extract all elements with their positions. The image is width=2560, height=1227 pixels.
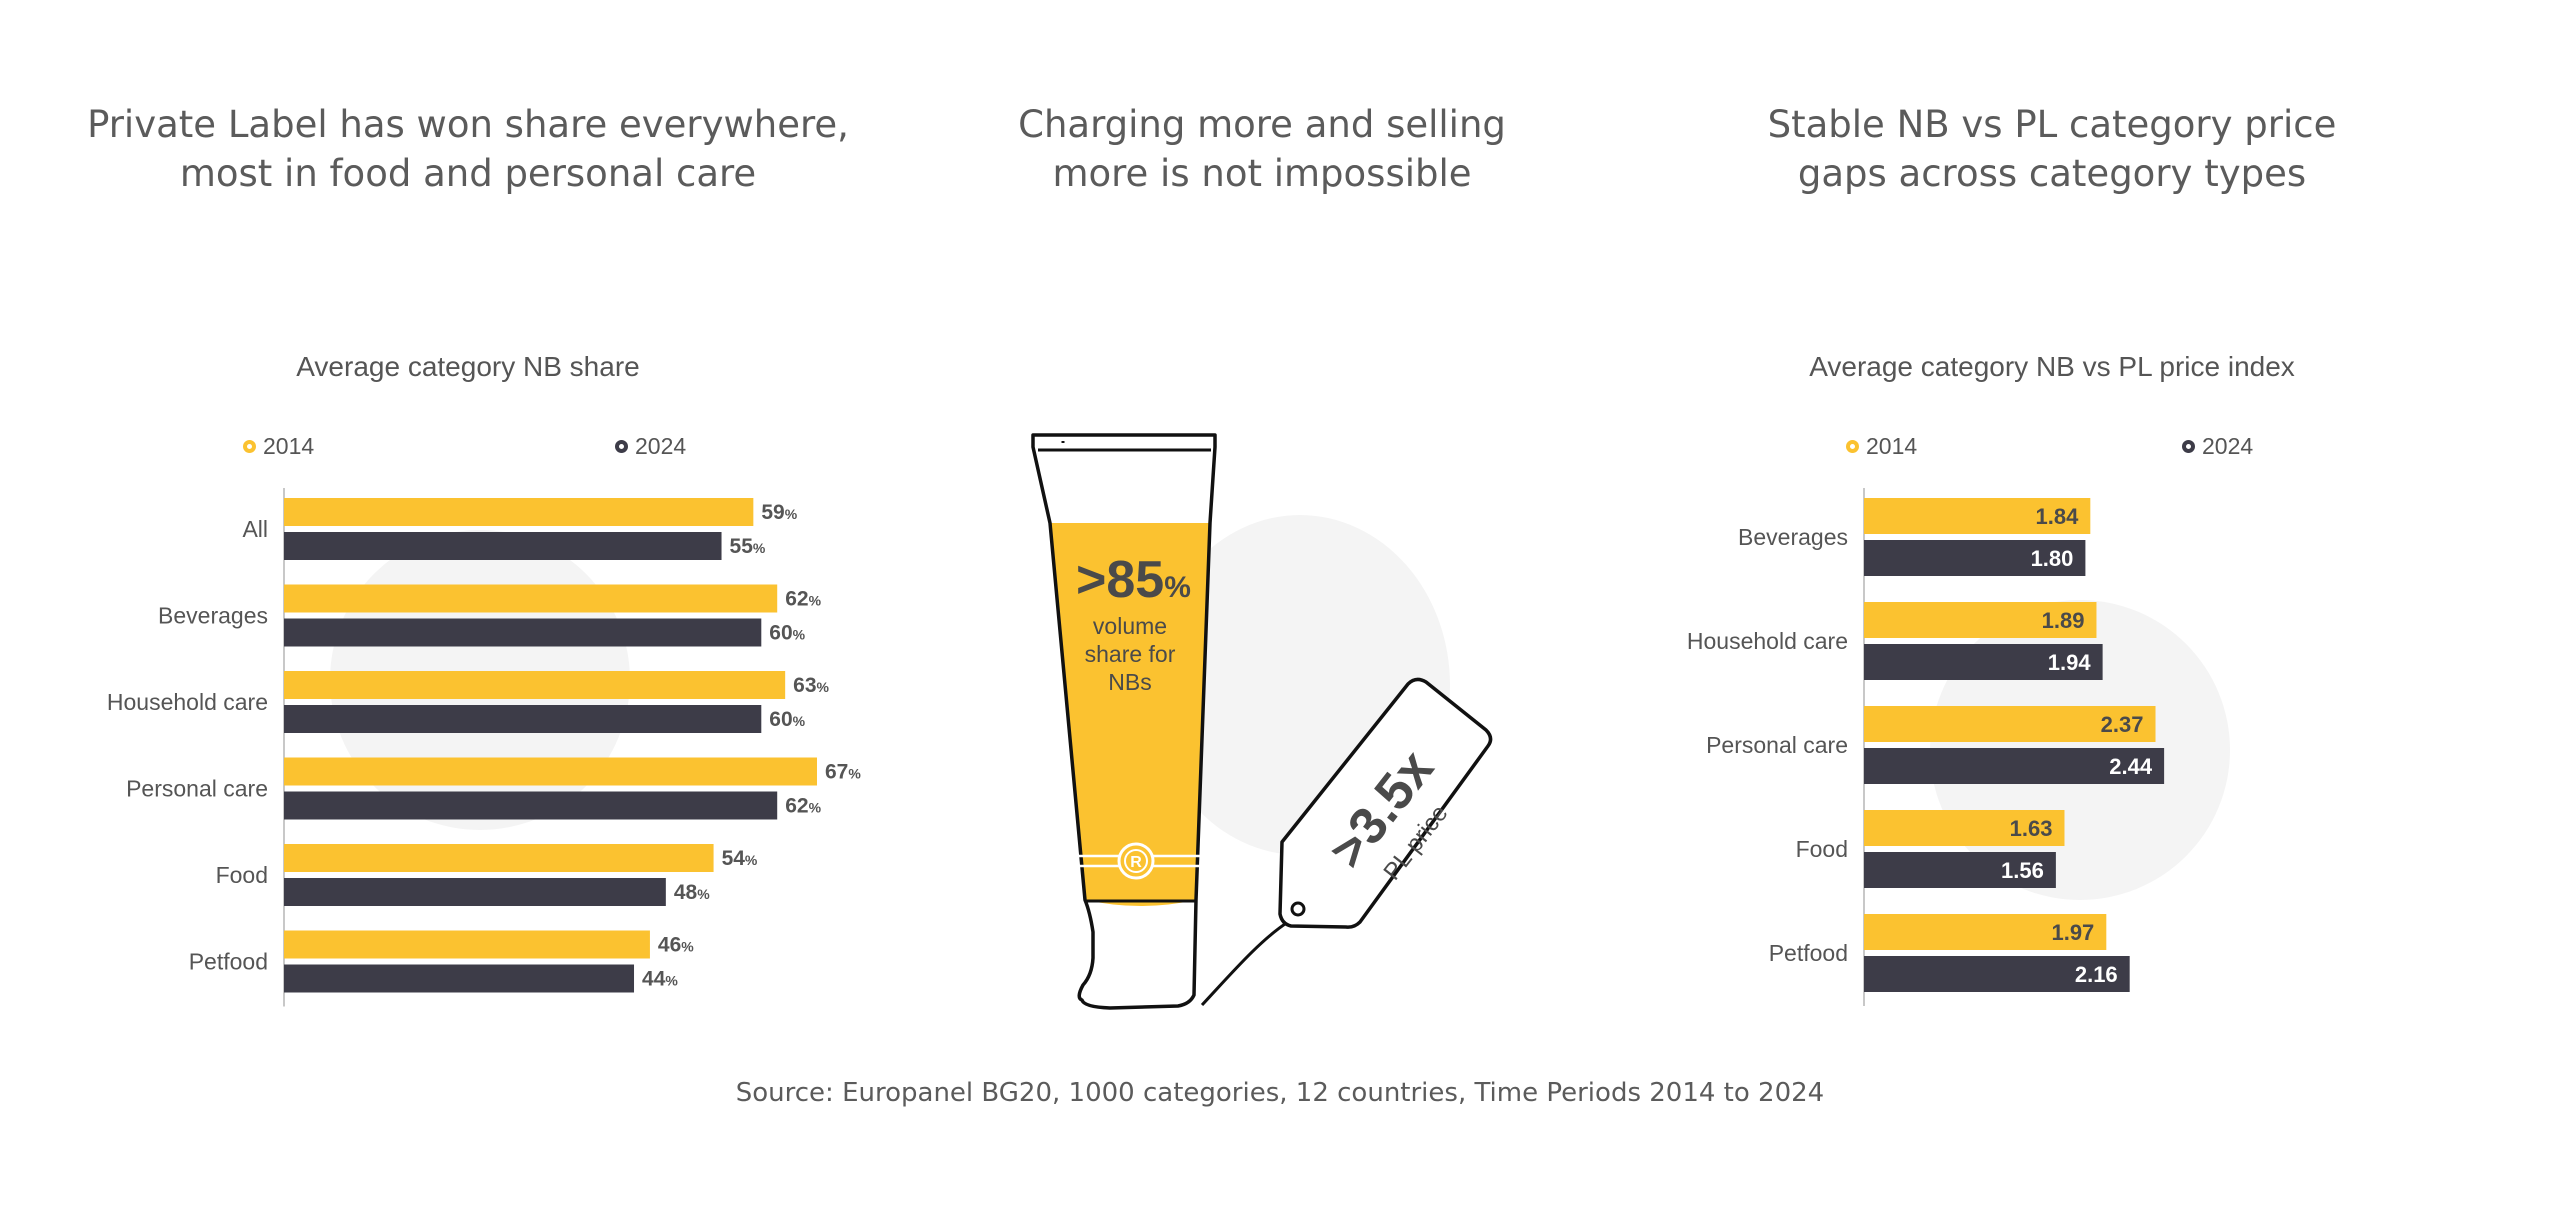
data-label: 60% <box>769 708 805 731</box>
headline-center: Charging more and selling more is not im… <box>862 100 1662 198</box>
bar-2014 <box>284 671 786 699</box>
data-label: 1.84 <box>2035 504 2079 529</box>
data-label: 1.63 <box>2010 816 2053 841</box>
legend-circle-icon <box>615 440 628 453</box>
data-label: 62% <box>785 795 821 818</box>
data-label: 1.94 <box>2048 650 2092 675</box>
source-note: Source: Europanel BG20, 1000 categories,… <box>735 1078 1825 1108</box>
category-label: Personal care <box>126 776 268 802</box>
data-label: 60% <box>769 622 805 645</box>
data-label: 1.89 <box>2042 608 2085 633</box>
headline-right-line1: Stable NB vs PL category price <box>1767 103 2337 146</box>
registered-icon <box>1117 842 1155 880</box>
data-label: 2.44 <box>2109 754 2153 779</box>
bar-2014 <box>284 757 817 786</box>
data-label: 67% <box>825 761 861 784</box>
tube-caption-2: share for <box>1085 641 1176 667</box>
category-label: Petfood <box>1769 940 1848 966</box>
data-label: 44% <box>642 968 678 991</box>
data-label: 2.37 <box>2101 712 2144 737</box>
bar-2024 <box>1864 852 2056 888</box>
price-index-chart: Beverages 1.84 1.80 Household care 1.89 1.94 P… <box>1687 488 2165 1006</box>
category-label: Food <box>1796 836 1848 862</box>
headline-left: Private Label has won share everywhere, … <box>68 100 868 198</box>
legend-circle-icon <box>1846 440 1859 453</box>
left-legend-2024: 2024 <box>615 433 686 460</box>
bar-2014 <box>284 584 778 613</box>
tube-and-tag-graphic: R >85% volume share for NBs >3.5x PL pri… <box>1031 433 1493 1010</box>
category-label: Food <box>216 862 268 888</box>
headline-right: Stable NB vs PL category price gaps acro… <box>1652 100 2452 198</box>
data-label: 1.56 <box>2001 858 2044 883</box>
bar-2014 <box>284 498 754 526</box>
bar-2014 <box>1864 602 2097 638</box>
price-tag <box>1278 677 1493 929</box>
tag-hole <box>1290 901 1306 917</box>
legend-circle-icon <box>2182 440 2195 453</box>
category-label: Petfood <box>189 949 268 975</box>
bar-2024 <box>284 964 635 993</box>
tube-big-value: >85% <box>1076 551 1191 609</box>
bar-2024 <box>284 878 666 906</box>
bar-2014 <box>1864 498 2091 534</box>
data-label: 62% <box>785 588 821 611</box>
data-label: 54% <box>722 847 758 870</box>
category-label: Beverages <box>1738 524 1848 550</box>
bar-2024 <box>1864 540 2086 576</box>
headline-left-line2: most in food and personal care <box>179 152 757 195</box>
data-label: 55% <box>730 535 766 558</box>
data-label: 1.97 <box>2051 920 2094 945</box>
left-legend-2014: 2014 <box>243 433 314 460</box>
tube-big-pct: % <box>1164 571 1191 604</box>
bar-2024 <box>1864 956 2130 992</box>
bar-2024 <box>284 705 762 733</box>
category-label: All <box>242 516 268 542</box>
data-label: 2.16 <box>2075 962 2118 987</box>
left-chart-title: Average category NB share <box>296 351 640 382</box>
legend-circle-icon <box>243 440 256 453</box>
bar-2024 <box>284 791 778 820</box>
tube-big-number: >85 <box>1076 551 1164 609</box>
data-label: 46% <box>658 934 694 957</box>
bar-2024 <box>1864 748 2165 784</box>
right-legend-2024: 2024 <box>2182 433 2253 460</box>
left-legend-2014-label: 2014 <box>263 433 315 459</box>
tube-logo: R <box>1130 854 1142 871</box>
left-legend-2024-label: 2024 <box>635 433 687 459</box>
headline-right-line2: gaps across category types <box>1797 152 2307 195</box>
bar-2014 <box>1864 810 2065 846</box>
category-label: Household care <box>107 689 268 715</box>
bar-2024 <box>1864 644 2103 680</box>
data-label: 63% <box>793 674 829 697</box>
data-label: 1.80 <box>2031 546 2074 571</box>
right-chart-title: Average category NB vs PL price index <box>1809 351 2295 382</box>
bar-2014 <box>284 844 714 872</box>
tag-string <box>1200 920 1289 1007</box>
data-label: 48% <box>674 881 710 904</box>
right-legend-2014-label: 2014 <box>1866 433 1918 459</box>
right-legend-2014: 2014 <box>1846 433 1917 460</box>
category-label: Household care <box>1687 628 1848 654</box>
bar-2014 <box>1864 914 2107 950</box>
nb-share-chart: All 59% 55% Beverages 62% 60% Household care 63… <box>107 488 861 1007</box>
headline-center-line1: Charging more and selling <box>1018 103 1506 146</box>
bar-2014 <box>284 930 650 959</box>
category-label: Beverages <box>158 603 268 629</box>
headline-left-line1: Private Label has won share everywhere, <box>87 103 849 146</box>
right-legend-2024-label: 2024 <box>2202 433 2254 459</box>
data-label: 59% <box>761 501 797 524</box>
bar-2024 <box>284 618 762 647</box>
tube-caption-1: volume <box>1093 613 1167 639</box>
registered-icon-inner <box>1124 849 1148 873</box>
tube-caption-3: NBs <box>1108 669 1151 695</box>
bar-2014 <box>1864 706 2156 742</box>
headline-center-line2: more is not impossible <box>1052 152 1472 195</box>
tube-fill <box>1050 523 1210 906</box>
category-label: Personal care <box>1706 732 1848 758</box>
tube-outline <box>1031 433 1217 1010</box>
bar-2024 <box>284 532 722 560</box>
